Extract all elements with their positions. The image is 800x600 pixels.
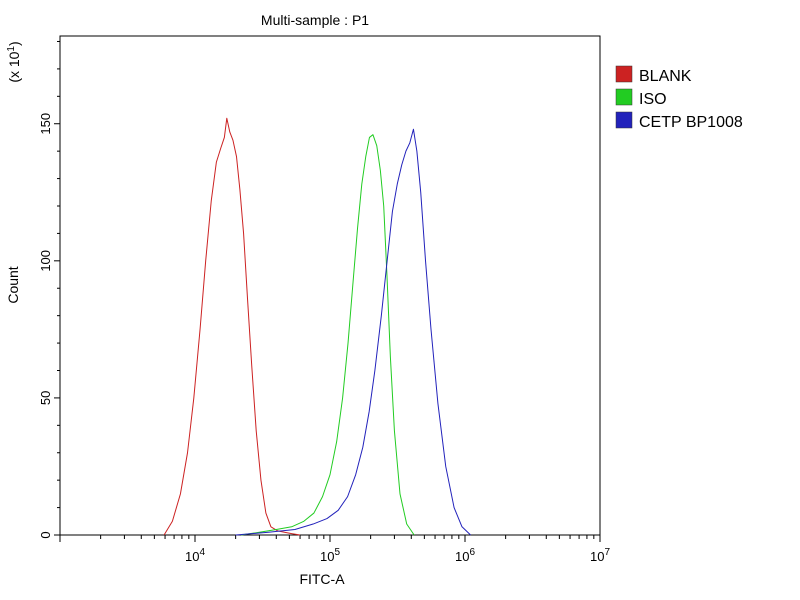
legend-swatch: [615, 88, 633, 106]
legend-swatch: [615, 111, 633, 129]
y-axis-title: Count: [5, 266, 21, 303]
x-tick-label: 105: [320, 547, 340, 564]
y-tick-label: 50: [38, 391, 53, 405]
legend-label: BLANK: [639, 68, 692, 85]
y-tick-label: 0: [38, 531, 53, 538]
series-layer: [163, 117, 471, 536]
series-blank-line: [163, 117, 301, 536]
legend: BLANK ISO CETP BP1008: [615, 65, 743, 131]
y-axis: 0 50 100 150: [38, 40, 60, 539]
x-tick-label: 107: [590, 547, 610, 564]
chart-title: Multi-sample : P1: [261, 12, 369, 28]
series-cetp-bp1008-line: [235, 128, 471, 536]
plot-frame: [59, 35, 601, 536]
legend-label: ISO: [639, 91, 667, 108]
legend-swatch: [615, 65, 633, 83]
y-tick-label: 150: [38, 113, 53, 135]
x-axis-title: FITC-A: [299, 571, 345, 587]
series-iso-line: [241, 134, 415, 536]
y-tick-label: 100: [38, 250, 53, 272]
y-axis-multiplier: (x 101): [6, 41, 22, 82]
x-tick-label: 106: [455, 547, 475, 564]
x-tick-label: 104: [185, 547, 205, 564]
x-axis: 104 105 106 107: [59, 535, 610, 564]
legend-label: CETP BP1008: [639, 114, 743, 131]
